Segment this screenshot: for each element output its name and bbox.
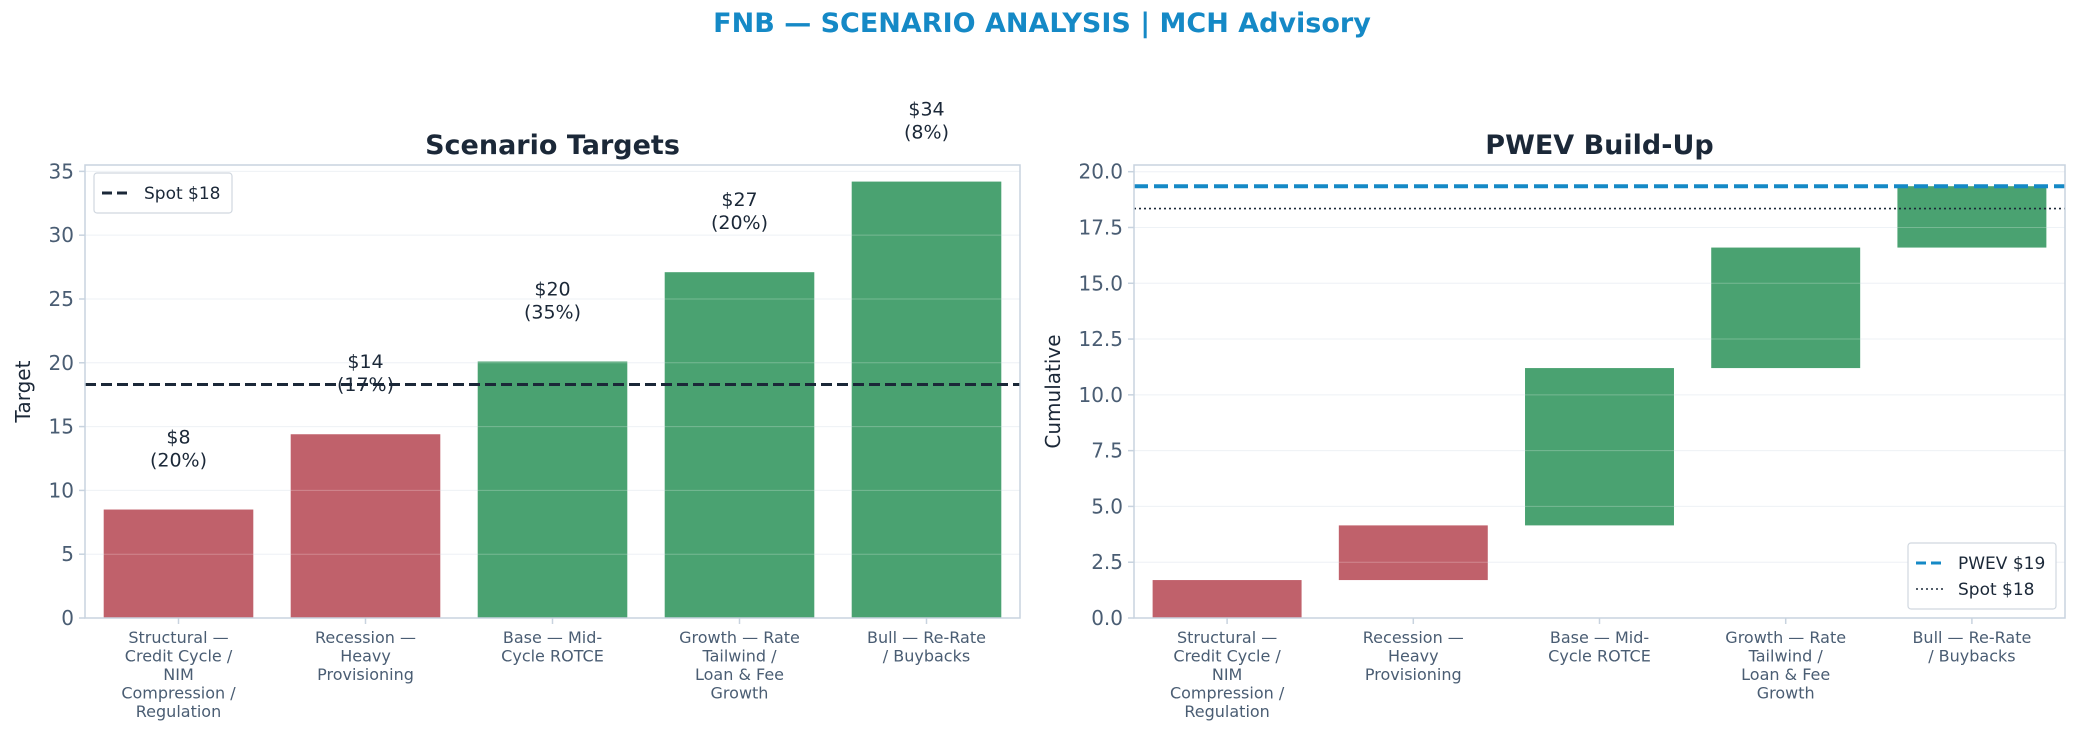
data-label-probability: (35%) [524,302,581,324]
x-tick-label: Cycle ROTCE [501,647,604,666]
bar [290,434,441,618]
data-label-probability: (17%) [337,374,394,396]
bar [1711,247,1861,369]
x-tick-label: / Buybacks [1928,647,2015,666]
bar [103,509,254,618]
data-label-value: $8 [166,427,190,449]
y-tick-label: 10.0 [1078,383,1123,407]
bar [477,361,628,618]
pwev-buildup-chart: 0.0 2.5 5.0 7.5 10.0 12.5 15.0 17.5 20.0 Structur… [1042,130,2066,721]
legend-entry-label: Spot $18 [1958,580,2035,600]
y-tick-label: 5 [61,542,74,566]
y-tick-label: 17.5 [1078,215,1123,239]
x-tick-label: Provisioning [1365,665,1462,684]
y-axis-label: Target [11,360,35,423]
x-tick-label: Regulation [136,702,221,721]
y-tick-label: 0.0 [1091,606,1123,630]
x-tick-label: Heavy [340,647,391,666]
y-tick-label: 15 [49,415,74,439]
x-tick-label: Loan & Fee [695,665,784,684]
y-tick-label: 20 [49,351,74,375]
x-tick-label: Structural — [128,628,228,647]
x-tick-label: Growth — Rate [1725,628,1846,647]
legend-entry-label: PWEV $19 [1958,554,2045,574]
legend-box [1907,542,2057,610]
bar [1338,525,1488,581]
x-tick-label: Base — Mid- [503,628,602,647]
x-tick-label: Recession — [315,628,416,647]
data-label-value: $27 [721,189,757,211]
y-axis-label: Cumulative [1042,334,1065,448]
y-tick-label: 7.5 [1091,439,1123,463]
x-tick-label: Credit Cycle / [1173,647,1281,666]
bar [1525,368,1674,526]
x-tick-label: Recession — [1363,628,1464,647]
x-tick-label: Heavy [1388,647,1439,666]
x-tick-label: / Buybacks [883,647,970,666]
x-tick-label: NIM [1212,665,1243,684]
data-label-probability: (20%) [711,212,768,234]
data-label-value: $20 [534,279,570,301]
data-label-probability: (8%) [904,122,949,144]
x-tick-label: Regulation [1184,702,1269,721]
x-tick-label: Compression / [121,684,236,703]
x-tick-label: Growth — Rate [679,628,800,647]
legend-entry-label: Spot $18 [144,184,221,204]
x-tick-label: Compression / [1170,684,1285,703]
x-tick-label: Loan & Fee [1741,665,1830,684]
chart-title: PWEV Build-Up [1485,130,1713,161]
x-tick-label: Provisioning [317,665,414,684]
scenario-targets-chart: 0 5 10 15 20 25 30 35 Structural —Credit Cycle /… [11,99,1021,721]
x-tick-label: Base — Mid- [1550,628,1649,647]
legend: Spot $18 [93,172,233,214]
y-tick-label: 35 [49,159,74,183]
data-label-value: $34 [908,99,944,121]
bar [664,272,815,618]
legend: PWEV $19 Spot $18 [1907,542,2057,610]
data-label-value: $14 [347,351,383,373]
legend-box [93,172,233,214]
chart-title: Scenario Targets [425,130,680,161]
y-tick-label: 15.0 [1078,271,1123,295]
x-tick-label: Bull — Re-Rate [1912,628,2031,647]
y-tick-label: 2.5 [1091,550,1123,574]
y-tick-label: 0 [61,606,74,630]
data-label-probability: (20%) [150,450,207,472]
x-tick-label: Tailwind / [1748,647,1824,666]
x-tick-label: NIM [163,665,194,684]
bar [851,181,1002,618]
x-tick-label: Credit Cycle / [125,647,233,666]
x-tick-label: Growth [1757,684,1815,703]
y-tick-label: 5.0 [1091,494,1123,518]
y-tick-label: 25 [49,287,74,311]
x-tick-label: Growth [711,684,769,703]
y-tick-label: 20.0 [1078,160,1123,184]
y-tick-label: 12.5 [1078,327,1123,351]
bar [1897,186,2047,248]
y-tick-label: 30 [49,223,74,247]
x-tick-label: Bull — Re-Rate [867,628,986,647]
y-tick-label: 10 [49,478,74,502]
figure-title: FNB — SCENARIO ANALYSIS | MCH Advisory [713,8,1371,39]
bar [1152,580,1302,618]
x-tick-label: Tailwind / [701,647,777,666]
x-tick-label: Cycle ROTCE [1548,647,1651,666]
x-tick-label: Structural — [1177,628,1277,647]
